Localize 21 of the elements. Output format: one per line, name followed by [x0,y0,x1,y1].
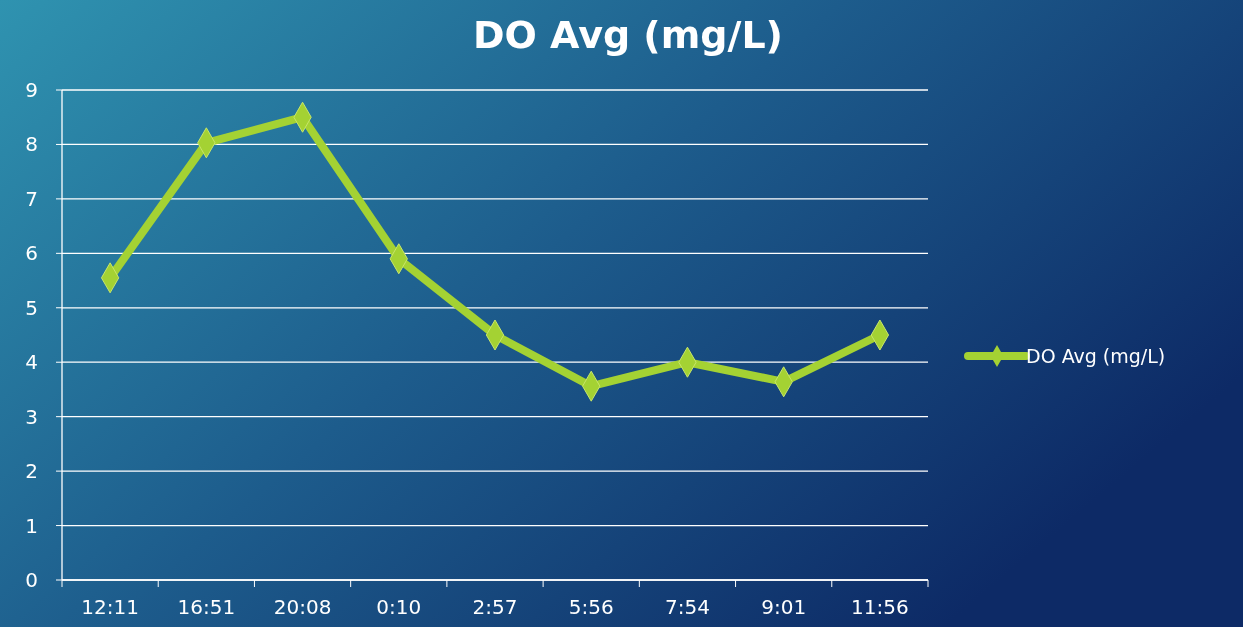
x-tick-label: 20:08 [273,595,332,619]
x-tick-label: 12:11 [81,595,139,619]
x-tick-label: 7:54 [664,595,710,619]
chart-title: DO Avg (mg/L) [473,13,783,57]
x-tick-label: 5:56 [568,595,614,619]
x-tick-label: 16:51 [177,595,236,619]
x-tick-label: 2:57 [472,595,518,619]
y-tick-label: 2 [25,459,38,484]
y-tick-label: 7 [25,186,38,211]
y-tick-label: 8 [25,132,38,157]
y-tick-label: 3 [25,404,38,429]
y-tick-label: 9 [25,78,38,102]
x-tick-label: 11:56 [851,595,909,619]
y-tick-label: 6 [25,241,38,266]
x-tick-label: 0:10 [376,595,422,619]
y-tick-label: 1 [25,513,38,538]
legend-label: DO Avg (mg/L) [1026,344,1166,367]
y-tick-label: 4 [25,350,38,375]
y-tick-label: 5 [25,295,38,320]
y-tick-label: 0 [25,568,38,592]
x-tick-label: 9:01 [761,595,807,619]
